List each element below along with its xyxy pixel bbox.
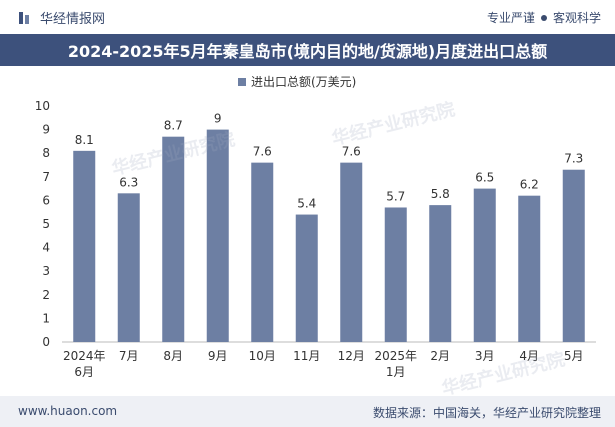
y-tick-label: 6 <box>42 193 50 207</box>
chart-title-bar: 2024-2025年5月年秦皇岛市(境内目的地/货源地)月度进出口总额 <box>0 34 615 66</box>
legend: 进出口总额(万美元) <box>238 75 356 89</box>
bar <box>251 162 274 342</box>
x-tick-label: 12月 <box>338 349 365 363</box>
legend-label: 进出口总额(万美元) <box>251 75 356 89</box>
bar-value-label: 7.6 <box>342 145 361 159</box>
slogan: 专业严谨 客观科学 <box>487 9 601 26</box>
x-tick-label: 3月 <box>475 349 495 363</box>
brand[interactable]: 华经情报网 <box>18 8 105 27</box>
top-bar: 华经情报网 专业严谨 客观科学 <box>0 0 615 34</box>
bar-value-label: 6.2 <box>520 178 539 192</box>
bar <box>73 150 96 342</box>
bar <box>162 136 185 342</box>
x-tick-label: 9月 <box>208 349 228 363</box>
y-tick-label: 8 <box>42 146 50 160</box>
bar <box>295 214 318 342</box>
bar <box>518 195 541 342</box>
bar-value-label: 6.3 <box>119 175 138 189</box>
logo-icon <box>19 11 29 24</box>
bar-value-label: 6.5 <box>475 171 494 185</box>
bar <box>562 169 585 342</box>
x-tick-label: 2月 <box>430 349 450 363</box>
y-tick-label: 4 <box>42 241 50 255</box>
bar-chart: 进出口总额(万美元) 0 1 2 3 4 5 6 7 8 9 10 8.1 6.3 8.7 9 7.6 5.4… <box>35 75 596 379</box>
y-tick-label: 9 <box>42 123 50 137</box>
footer-website[interactable]: www.huaon.com <box>18 404 118 418</box>
x-tick-label: 2025年 1月 <box>374 349 417 379</box>
x-tick-label: 11月 <box>293 349 320 363</box>
bar <box>384 207 407 342</box>
x-tick-label: 2024年 6月 <box>63 349 106 379</box>
slogan-b: 客观科学 <box>552 11 601 25</box>
x-tick-label: 5月 <box>564 349 584 363</box>
footer-source: 数据来源：中国海关，华经产业研究院整理 <box>372 406 601 420</box>
y-tick-label: 2 <box>42 288 50 302</box>
bar-value-label: 5.7 <box>386 189 405 203</box>
x-tick-label: 8月 <box>163 349 183 363</box>
bar-value-label: 5.4 <box>297 197 316 211</box>
legend-swatch <box>238 78 246 86</box>
footer: www.huaon.com 数据来源：中国海关，华经产业研究院整理 <box>0 396 615 427</box>
bar-value-label: 7.3 <box>564 152 583 166</box>
x-tick-label: 7月 <box>119 349 139 363</box>
bar <box>429 205 452 342</box>
bullet-icon <box>540 14 547 21</box>
y-tick-label: 5 <box>42 217 50 231</box>
y-tick-label: 10 <box>35 99 50 113</box>
y-tick-label: 7 <box>42 170 50 184</box>
chart-title: 2024-2025年5月年秦皇岛市(境内目的地/货源地)月度进出口总额 <box>67 42 548 61</box>
bar-value-label: 8.1 <box>75 133 94 147</box>
slogan-a: 专业严谨 <box>486 11 535 25</box>
bars: 8.1 6.3 8.7 9 7.6 5.4 7.6 5.7 5.8 6.5 6.2 7.3 <box>73 112 585 342</box>
bar-value-label: 7.6 <box>253 145 272 159</box>
bar-value-label: 5.8 <box>431 187 450 201</box>
y-tick-label: 1 <box>42 311 50 325</box>
bar <box>473 188 496 342</box>
bar <box>206 129 229 342</box>
x-tick-label: 10月 <box>249 349 276 363</box>
bar <box>117 193 140 342</box>
bar <box>340 162 363 342</box>
bar-value-label: 8.7 <box>164 119 183 133</box>
y-tick-label: 0 <box>42 335 50 349</box>
x-axis: 2024年 6月 7月 8月 9月 10月 11月 12月 2025年 1月 2月 3月 4月 5月 <box>63 349 584 379</box>
brand-name: 华经情报网 <box>40 12 106 27</box>
y-axis: 0 1 2 3 4 5 6 7 8 9 10 <box>35 99 596 349</box>
x-tick-label: 4月 <box>519 349 539 363</box>
y-tick-label: 3 <box>42 264 50 278</box>
bar-value-label: 9 <box>214 112 222 126</box>
